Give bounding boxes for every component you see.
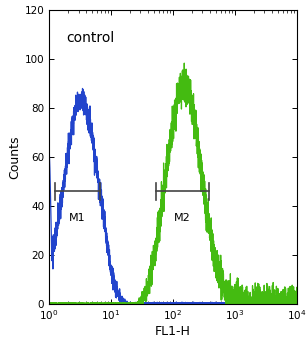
X-axis label: FL1-H: FL1-H	[155, 325, 191, 338]
Text: M2: M2	[174, 213, 191, 223]
Text: M1: M1	[69, 213, 86, 223]
Y-axis label: Counts: Counts	[9, 135, 21, 179]
Text: control: control	[66, 31, 114, 45]
